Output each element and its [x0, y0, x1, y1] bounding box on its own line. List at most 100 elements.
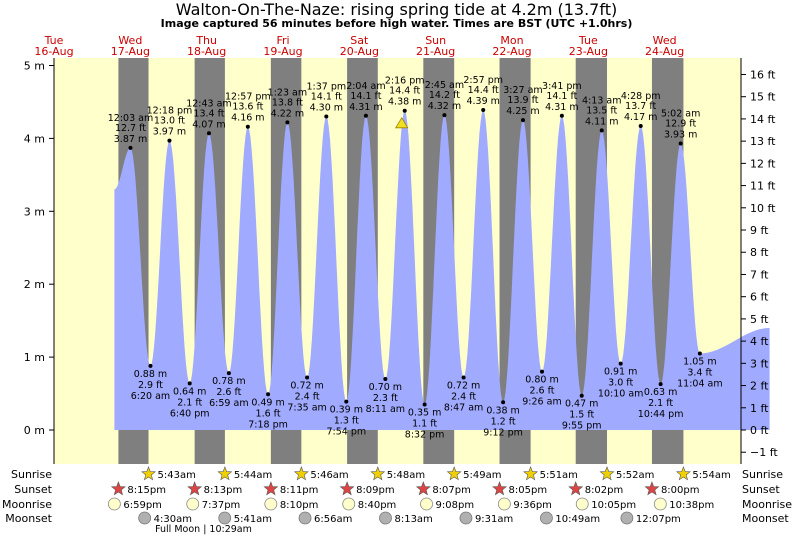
- low-tide-feet: 2.4 ft: [295, 392, 320, 403]
- high-tide-point: [638, 124, 643, 129]
- high-tide-feet: 13.9 ft: [507, 95, 538, 106]
- right-tick-label: 5 ft: [750, 313, 769, 326]
- sunset-time: 8:02pm: [585, 485, 624, 496]
- high-tide-time: 1:23 am: [268, 87, 307, 98]
- low-tide-time: 9:26 am: [522, 397, 561, 408]
- high-tide-time: 2:04 am: [346, 81, 385, 92]
- high-tide-meters: 4.22 m: [271, 108, 304, 119]
- sunset-star-icon: [415, 481, 431, 496]
- high-tide-time: 12:03 am: [108, 113, 153, 124]
- high-tide-meters: 4.30 m: [310, 103, 343, 114]
- high-tide-feet: 13.8 ft: [272, 97, 303, 108]
- sunrise-star-icon: [293, 466, 309, 481]
- day-name: Mon: [500, 34, 523, 47]
- left-tick-label: 4 m: [24, 132, 45, 145]
- low-tide-meters: 0.72 m: [447, 381, 480, 392]
- low-tide-feet: 3.0 ft: [608, 378, 633, 389]
- low-tide-point: [383, 376, 388, 381]
- chart-subtitle: Image captured 56 minutes before high wa…: [160, 17, 633, 30]
- low-tide-time: 7:54 pm: [326, 427, 366, 438]
- moonrise-time: 6:59pm: [123, 500, 162, 511]
- high-tide-time: 3:27 am: [503, 85, 542, 96]
- moonrise-icon: [497, 497, 511, 511]
- low-tide-time: 6:20 am: [131, 391, 170, 402]
- low-tide-meters: 0.38 m: [486, 405, 519, 416]
- low-tide-point: [422, 402, 427, 407]
- high-tide-time: 2:16 pm: [385, 76, 425, 87]
- high-tide-feet: 14.1 ft: [546, 91, 577, 102]
- moonset-time: 4:30am: [154, 514, 192, 525]
- low-tide-point: [266, 392, 271, 397]
- high-tide-meters: 4.39 m: [466, 96, 499, 107]
- sunrise-star-icon: [523, 466, 539, 481]
- left-tick-label: 3 m: [24, 205, 45, 218]
- left-tick-label: 2 m: [24, 278, 45, 291]
- right-tick-label: 1 ft: [750, 402, 769, 415]
- day-name: Tue: [44, 34, 64, 47]
- moonrise-time: 10:38pm: [669, 500, 714, 511]
- moonset-row-label-right: Moonset: [742, 512, 789, 525]
- sunrise-time: 5:44am: [234, 470, 272, 481]
- low-tide-feet: 2.1 ft: [177, 397, 202, 408]
- high-tide-time: 5:02 am: [661, 109, 700, 120]
- moonrise-icon: [653, 497, 667, 511]
- low-tide-meters: 0.78 m: [212, 376, 245, 387]
- sunrise-time: 5:46am: [310, 470, 348, 481]
- sunset-time: 8:11pm: [280, 485, 319, 496]
- high-tide-feet: 12.9 ft: [665, 119, 696, 130]
- low-tide-time: 10:44 pm: [638, 409, 684, 420]
- low-tide-time: 9:12 pm: [483, 427, 523, 438]
- sunrise-row-label-right: Sunrise: [742, 468, 783, 481]
- low-tide-meters: 0.47 m: [565, 399, 598, 410]
- moonset-time: 8:13am: [394, 514, 432, 525]
- day-date: 16-Aug: [34, 45, 73, 58]
- moonrise-icon: [264, 497, 278, 511]
- high-tide-point: [599, 128, 604, 133]
- low-tide-meters: 0.64 m: [173, 386, 206, 397]
- sunset-row-label-right: Sunset: [742, 483, 780, 496]
- sunset-star-icon: [187, 481, 203, 496]
- low-tide-meters: 0.39 m: [330, 405, 363, 416]
- low-tide-meters: 0.63 m: [644, 387, 677, 398]
- low-tide-meters: 0.35 m: [408, 407, 441, 418]
- sunset-star-icon: [110, 481, 126, 496]
- sunrise-row-label-left: Sunrise: [11, 468, 52, 481]
- high-tide-point: [324, 114, 329, 119]
- high-tide-feet: 14.1 ft: [350, 91, 381, 102]
- sunset-row-label-left: Sunset: [14, 483, 52, 496]
- low-tide-meters: 0.49 m: [251, 397, 284, 408]
- high-tide-meters: 3.97 m: [153, 127, 186, 138]
- left-tick-label: 1 m: [24, 351, 45, 364]
- high-tide-feet: 14.4 ft: [468, 85, 499, 96]
- moonset-time: 10:49am: [555, 514, 600, 525]
- sunrise-star-icon: [141, 466, 157, 481]
- right-tick-label: 15 ft: [750, 91, 776, 104]
- moonrise-icon: [342, 497, 356, 511]
- high-tide-meters: 3.93 m: [664, 130, 697, 141]
- moonrise-time: 9:08pm: [436, 500, 475, 511]
- high-tide-point: [245, 124, 250, 129]
- high-tide-meters: 4.16 m: [231, 113, 264, 124]
- high-tide-point: [481, 107, 486, 112]
- day-date: 23-Aug: [569, 45, 608, 58]
- low-tide-feet: 1.6 ft: [256, 408, 281, 419]
- low-tide-point: [501, 400, 506, 405]
- high-tide-point: [128, 145, 133, 150]
- moonset-time: 5:41am: [234, 514, 272, 525]
- high-tide-point: [206, 131, 211, 136]
- high-tide-feet: 13.7 ft: [625, 101, 656, 112]
- right-tick-label: 9 ft: [750, 224, 769, 237]
- moonset-icon: [298, 511, 312, 525]
- low-tide-time: 11:04 am: [677, 378, 722, 389]
- day-date: 21-Aug: [416, 45, 455, 58]
- day-date: 22-Aug: [492, 45, 531, 58]
- moonrise-time: 9:36pm: [513, 500, 552, 511]
- sunset-time: 8:05pm: [509, 485, 548, 496]
- high-tide-point: [167, 138, 172, 143]
- day-date: 19-Aug: [263, 45, 302, 58]
- sunrise-time: 5:52am: [616, 470, 654, 481]
- low-tide-feet: 1.1 ft: [412, 418, 437, 429]
- high-tide-point: [678, 141, 683, 146]
- low-tide-time: 8:32 pm: [405, 429, 445, 440]
- high-tide-meters: 4.17 m: [624, 112, 657, 123]
